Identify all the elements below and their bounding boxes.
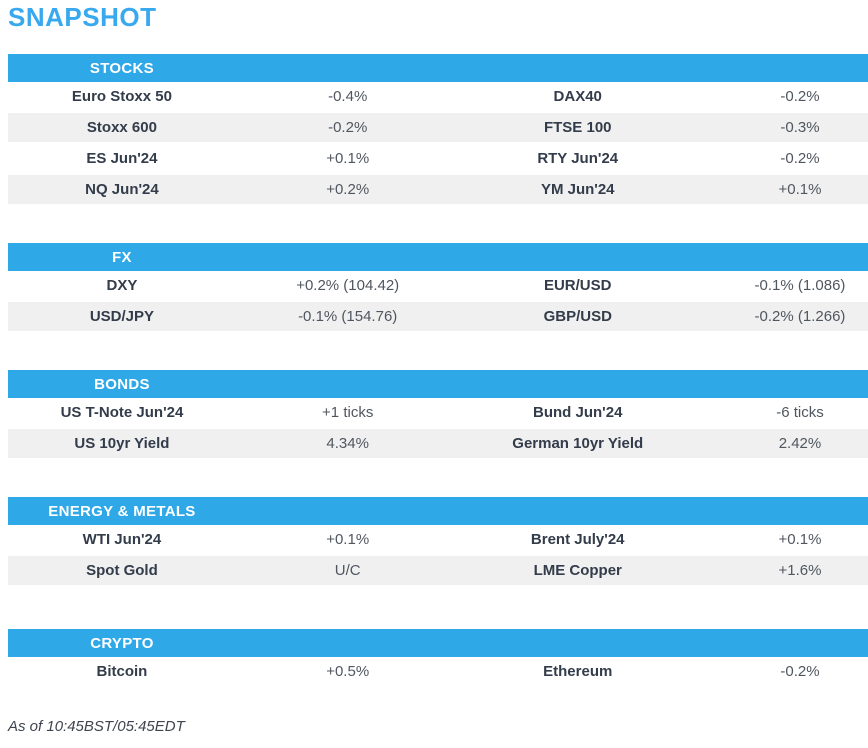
table-row: NQ Jun'24 +0.2% YM Jun'24 +0.1%	[8, 175, 868, 206]
instrument-label: NQ Jun'24	[85, 181, 159, 198]
section-header: FX	[8, 243, 868, 271]
section-title: FX	[112, 248, 132, 266]
instrument-label: GBP/USD	[543, 308, 612, 325]
instrument-value: +0.2% (104.42)	[296, 277, 400, 294]
instrument-label: ES Jun'24	[86, 150, 158, 167]
table-row: Bitcoin +0.5% Ethereum -0.2%	[8, 657, 868, 688]
instrument-value: -0.2%	[780, 150, 820, 167]
instrument-label: FTSE 100	[543, 119, 612, 136]
instrument-label: DXY	[106, 277, 138, 294]
section-rows: Euro Stoxx 50 -0.4% DAX40 -0.2% Stoxx 60…	[8, 82, 868, 206]
section-rows: WTI Jun'24 +0.1% Brent July'24 +0.1% Spo…	[8, 525, 868, 587]
section-header: CRYPTO	[8, 629, 868, 657]
instrument-value: -0.2% (1.266)	[754, 308, 846, 325]
instrument-label: YM Jun'24	[540, 181, 615, 198]
section-rows: DXY +0.2% (104.42) EUR/USD -0.1% (1.086)…	[8, 271, 868, 333]
footer-timestamp: As of 10:45BST/05:45EDT	[8, 718, 185, 735]
instrument-value: -0.4%	[328, 88, 368, 105]
instrument-value: 2.42%	[778, 435, 822, 452]
section-title: CRYPTO	[90, 634, 154, 652]
instrument-value: -0.2%	[780, 88, 820, 105]
section-header: ENERGY & METALS	[8, 497, 868, 525]
section-header: STOCKS	[8, 54, 868, 82]
instrument-label: Spot Gold	[86, 562, 158, 579]
instrument-label: EUR/USD	[543, 277, 612, 294]
table-row: Euro Stoxx 50 -0.4% DAX40 -0.2%	[8, 82, 868, 113]
market-section: ENERGY & METALS WTI Jun'24 +0.1% Brent J…	[8, 497, 868, 587]
market-section: BONDS US T-Note Jun'24 +1 ticks Bund Jun…	[8, 370, 868, 460]
market-section: FX DXY +0.2% (104.42) EUR/USD -0.1% (1.0…	[8, 243, 868, 333]
section-title: BONDS	[94, 375, 150, 393]
instrument-label: Euro Stoxx 50	[71, 88, 172, 105]
instrument-value: +1 ticks	[322, 404, 374, 421]
instrument-value: +0.1%	[326, 150, 370, 167]
market-section: CRYPTO Bitcoin +0.5% Ethereum -0.2%	[8, 629, 868, 688]
instrument-value: -0.3%	[780, 119, 820, 136]
market-section: STOCKS Euro Stoxx 50 -0.4% DAX40 -0.2% S…	[8, 54, 868, 206]
instrument-value: -0.2%	[328, 119, 368, 136]
instrument-value: +0.2%	[326, 181, 370, 198]
instrument-label: LME Copper	[533, 562, 622, 579]
instrument-label: German 10yr Yield	[512, 435, 644, 452]
instrument-value: -0.2%	[780, 663, 820, 680]
instrument-value: 4.34%	[326, 435, 369, 452]
table-row: DXY +0.2% (104.42) EUR/USD -0.1% (1.086)	[8, 271, 868, 302]
instrument-label: WTI Jun'24	[82, 531, 162, 548]
section-rows: Bitcoin +0.5% Ethereum -0.2%	[8, 657, 868, 688]
instrument-value: -0.1% (154.76)	[298, 308, 398, 325]
section-title: STOCKS	[89, 59, 154, 77]
instrument-label: RTY Jun'24	[537, 150, 619, 167]
instrument-label: US 10yr Yield	[74, 435, 170, 452]
table-row: WTI Jun'24 +0.1% Brent July'24 +0.1%	[8, 525, 868, 556]
instrument-value: -6 ticks	[776, 404, 824, 421]
instrument-value: +0.1%	[778, 531, 822, 548]
table-row: US 10yr Yield 4.34% German 10yr Yield 2.…	[8, 429, 868, 460]
instrument-value: -0.1% (1.086)	[754, 277, 846, 294]
table-row: Spot Gold U/C LME Copper +1.6%	[8, 556, 868, 587]
instrument-value: +0.5%	[326, 663, 370, 680]
section-header: BONDS	[8, 370, 868, 398]
table-row: ES Jun'24 +0.1% RTY Jun'24 -0.2%	[8, 144, 868, 175]
instrument-value: +0.1%	[778, 181, 822, 198]
instrument-label: Bund Jun'24	[533, 404, 623, 421]
instrument-label: DAX40	[553, 88, 602, 105]
instrument-label: Brent July'24	[530, 531, 625, 548]
instrument-label: US T-Note Jun'24	[60, 404, 184, 421]
instrument-value: +0.1%	[326, 531, 370, 548]
instrument-label: Bitcoin	[96, 663, 148, 680]
table-row: USD/JPY -0.1% (154.76) GBP/USD -0.2% (1.…	[8, 302, 868, 333]
instrument-label: Stoxx 600	[86, 119, 157, 136]
instrument-label: USD/JPY	[89, 308, 155, 325]
page-title: SNAPSHOT	[8, 2, 157, 32]
section-rows: US T-Note Jun'24 +1 ticks Bund Jun'24 -6…	[8, 398, 868, 460]
snapshot-table: STOCKS Euro Stoxx 50 -0.4% DAX40 -0.2% S…	[8, 54, 868, 688]
instrument-value: U/C	[334, 562, 361, 579]
table-row: Stoxx 600 -0.2% FTSE 100 -0.3%	[8, 113, 868, 144]
instrument-value: +1.6%	[778, 562, 822, 579]
table-row: US T-Note Jun'24 +1 ticks Bund Jun'24 -6…	[8, 398, 868, 429]
instrument-label: Ethereum	[543, 663, 613, 680]
section-title: ENERGY & METALS	[48, 502, 196, 520]
